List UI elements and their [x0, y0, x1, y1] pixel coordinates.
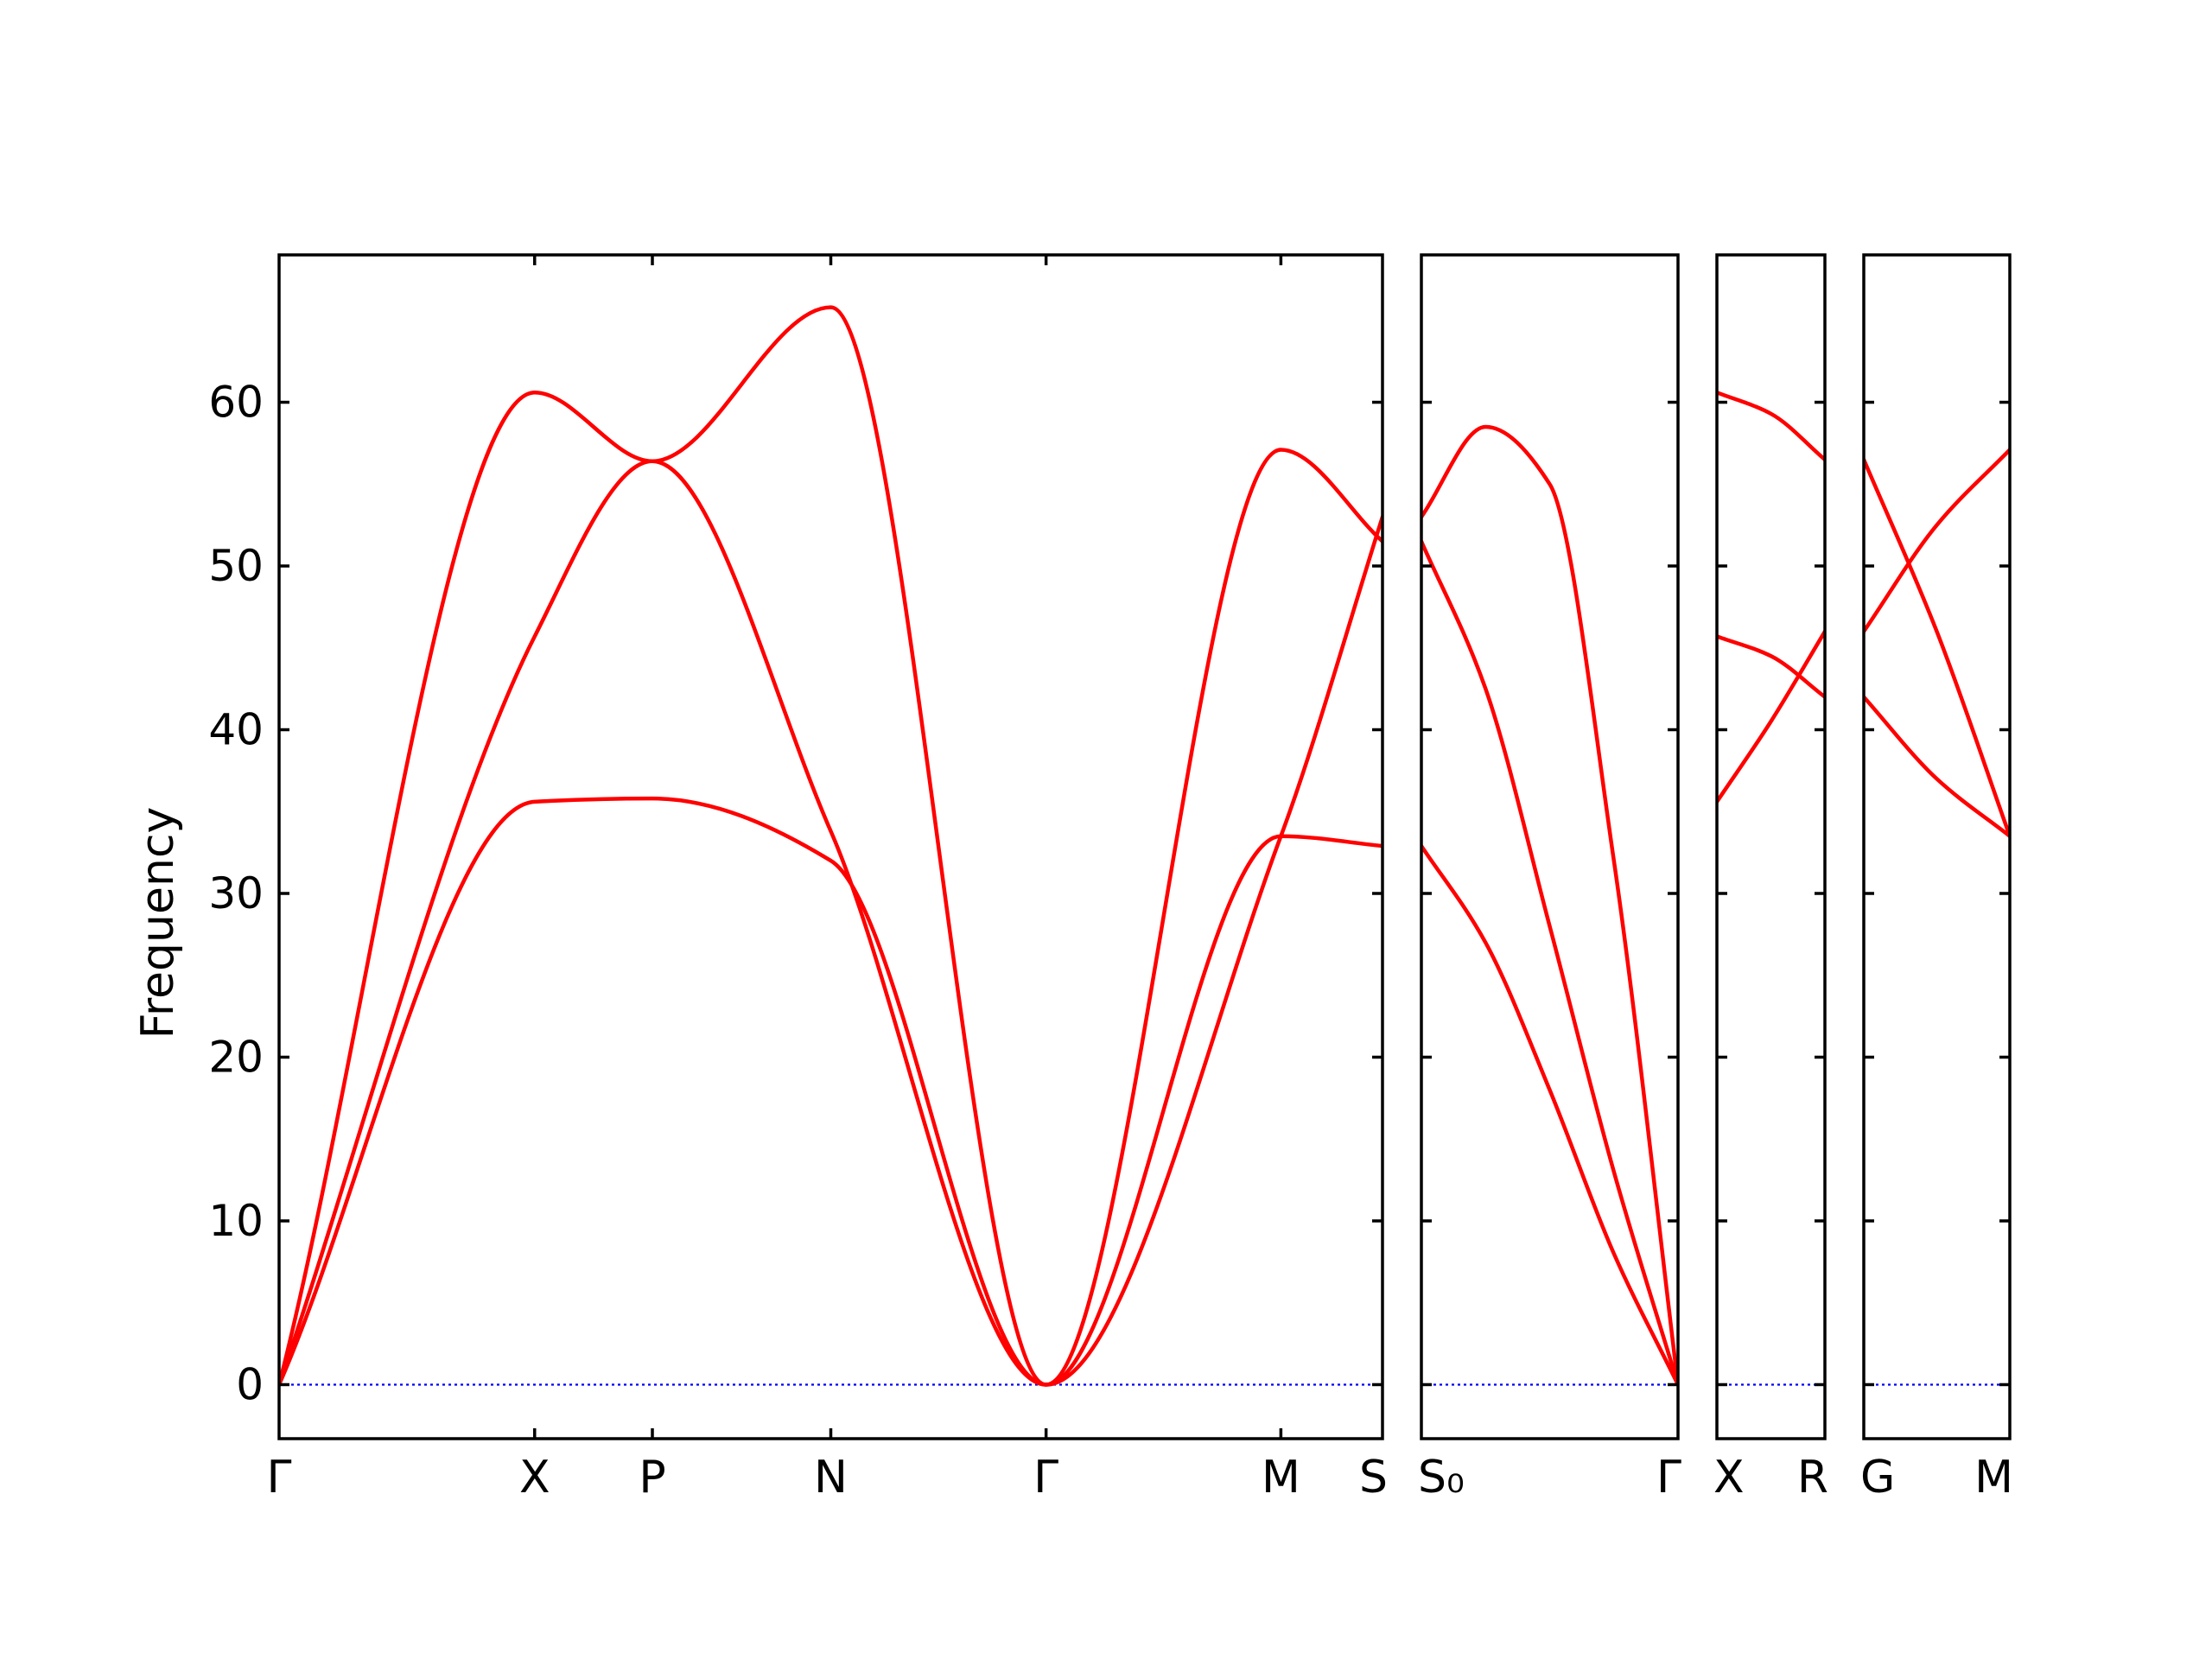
- y-tick-label: 60: [208, 378, 264, 428]
- x-tick-label: Γ: [267, 1452, 292, 1503]
- panel-frame: [279, 255, 1382, 1439]
- band-3-line: [1717, 392, 1825, 460]
- x-tick-label: Γ: [1656, 1452, 1681, 1503]
- band-1-line: [1864, 697, 2010, 836]
- bands: [1421, 427, 1678, 1385]
- y-tick-label: 20: [208, 1032, 264, 1082]
- band-1-line: [279, 798, 1382, 1384]
- x-tick-label: Γ: [1033, 1452, 1058, 1503]
- x-tick-label: R: [1797, 1452, 1828, 1503]
- x-tick-label: M: [1262, 1452, 1300, 1503]
- x-tick-label: X: [519, 1452, 550, 1503]
- bands: [1864, 450, 2010, 836]
- panel-frame: [1864, 255, 2010, 1439]
- bands: [1717, 392, 1825, 802]
- band-2-line: [1717, 637, 1825, 697]
- x-tick-label: G: [1860, 1452, 1895, 1503]
- panel-frame: [1717, 255, 1825, 1439]
- band-2-line: [1421, 542, 1678, 1385]
- bands: [279, 308, 1382, 1385]
- x-tick-label: N: [814, 1452, 848, 1503]
- band-3-line: [279, 308, 1382, 1385]
- band-3-line: [1421, 427, 1678, 1385]
- x-tick-label: M: [1974, 1452, 2013, 1503]
- x-tick-label: S: [1359, 1452, 1388, 1503]
- y-tick-label: 40: [208, 705, 264, 755]
- panel-1: 0 10 20 30 40 50 60 Γ X P N Γ M S: [208, 255, 1388, 1503]
- y-tick-label: 10: [208, 1196, 264, 1246]
- x-tick-label: S₀: [1418, 1452, 1465, 1503]
- y-tick-label: 30: [208, 868, 264, 918]
- x-tick-label: X: [1713, 1452, 1745, 1503]
- band-2-line: [1864, 450, 2010, 632]
- y-axis-label: Frequency: [132, 807, 184, 1039]
- x-tick-label: P: [639, 1452, 665, 1503]
- y-tick-label: 50: [208, 541, 264, 591]
- panel-2: S₀ Γ: [1418, 255, 1681, 1503]
- y-tick-label: 0: [236, 1359, 264, 1409]
